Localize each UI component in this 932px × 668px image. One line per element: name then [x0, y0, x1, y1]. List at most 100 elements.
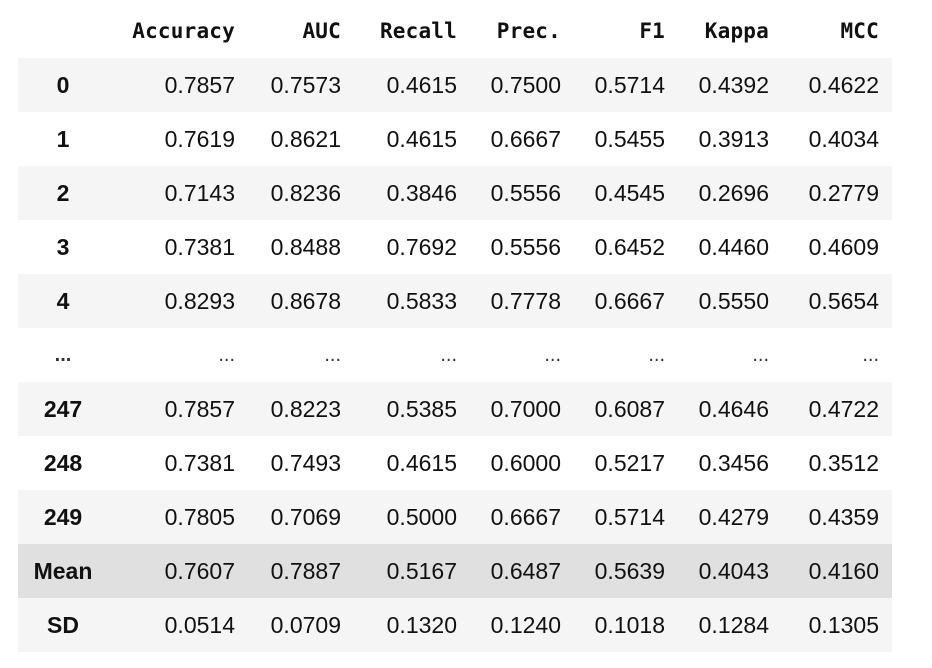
header-row: Accuracy AUC Recall Prec. F1 Kappa MCC	[18, 8, 892, 58]
cell-auc: 0.7573	[270, 71, 341, 98]
cell-auc: 0.8678	[270, 287, 341, 314]
cell-precision: 0.7000	[490, 395, 561, 422]
cell-kappa: ...	[752, 343, 769, 366]
cell-precision: 0.7500	[490, 71, 561, 98]
cell-auc: 0.8236	[270, 179, 341, 206]
cell-f1: 0.4545	[594, 179, 665, 206]
cell-kappa: 0.4646	[698, 395, 769, 422]
cell-mcc: 0.4160	[808, 557, 879, 584]
row-index: 2	[56, 179, 70, 206]
row-index: Mean	[33, 557, 93, 584]
cell-f1: ...	[648, 343, 665, 366]
cell-recall: 0.5833	[386, 287, 457, 314]
cell-accuracy: 0.7381	[164, 449, 235, 476]
cell-mcc: 0.4722	[808, 395, 879, 422]
cell-auc: 0.0709	[270, 611, 341, 638]
cell-kappa: 0.2696	[698, 179, 769, 206]
cell-precision: 0.6487	[490, 557, 561, 584]
column-header-f1: F1	[639, 19, 665, 43]
row-index: 0	[56, 71, 70, 98]
cell-accuracy: 0.0514	[164, 611, 235, 638]
table-row: 3 0.7381 0.8488 0.7692 0.5556 0.6452 0.4460 0.4…	[18, 220, 892, 274]
cell-mcc: 0.4622	[808, 71, 879, 98]
cell-kappa: 0.4460	[698, 233, 769, 260]
cell-recall: 0.1320	[386, 611, 457, 638]
cell-precision: 0.6667	[490, 503, 561, 530]
cell-kappa: 0.3456	[698, 449, 769, 476]
table-header: Accuracy AUC Recall Prec. F1 Kappa MCC	[18, 8, 892, 58]
table-row: 1 0.7619 0.8621 0.4615 0.6667 0.5455 0.3913 0.4…	[18, 112, 892, 166]
cell-auc: 0.8621	[270, 125, 341, 152]
ellipsis-row: ........................	[18, 328, 892, 382]
cell-recall: 0.5000	[386, 503, 457, 530]
results-table: Accuracy AUC Recall Prec. F1 Kappa MCC 0…	[18, 8, 892, 652]
cell-precision: 0.7778	[490, 287, 561, 314]
cell-f1: 0.6452	[594, 233, 665, 260]
cell-kappa: 0.4043	[698, 557, 769, 584]
cell-accuracy: 0.7857	[164, 395, 235, 422]
row-index: ...	[54, 343, 72, 366]
cell-mcc: 0.4359	[808, 503, 879, 530]
table-row: 2 0.7143 0.8236 0.3846 0.5556 0.4545 0.2696 0.2…	[18, 166, 892, 220]
cell-kappa: 0.5550	[698, 287, 769, 314]
cell-accuracy: 0.7381	[164, 233, 235, 260]
cell-f1: 0.5455	[594, 125, 665, 152]
table-body: 0 0.7857 0.7573 0.4615 0.7500 0.5714 0.4392 0.4…	[18, 58, 892, 652]
cell-precision: 0.5556	[490, 179, 561, 206]
table-row: SD 0.0514 0.0709 0.1320 0.1240 0.1018 0.1284 0.…	[18, 598, 892, 652]
row-index: 247	[43, 395, 83, 422]
cell-accuracy: 0.7607	[164, 557, 235, 584]
cell-mcc: 0.4034	[808, 125, 879, 152]
cell-f1: 0.5639	[594, 557, 665, 584]
table-row: 247 0.7857 0.8223 0.5385 0.7000 0.6087 0.4646 0…	[18, 382, 892, 436]
table-row: 248 0.7381 0.7493 0.4615 0.6000 0.5217 0.3456 0…	[18, 436, 892, 490]
column-header-precision: Prec.	[496, 19, 561, 43]
column-header-accuracy: Accuracy	[132, 19, 235, 43]
cell-recall: 0.4615	[386, 71, 457, 98]
cell-precision: 0.6000	[490, 449, 561, 476]
row-index: 3	[56, 233, 70, 260]
cell-mcc: 0.5654	[808, 287, 879, 314]
column-header-recall: Recall	[379, 19, 457, 43]
cell-recall: 0.5385	[386, 395, 457, 422]
cell-auc: ...	[324, 343, 341, 366]
table-row: 4 0.8293 0.8678 0.5833 0.7778 0.6667 0.5550 0.5…	[18, 274, 892, 328]
cell-auc: 0.8223	[270, 395, 341, 422]
cell-precision: 0.1240	[490, 611, 561, 638]
cell-accuracy: ...	[218, 343, 235, 366]
cell-f1: 0.5714	[594, 503, 665, 530]
cell-f1: 0.6087	[594, 395, 665, 422]
cell-accuracy: 0.7143	[164, 179, 235, 206]
cell-recall: 0.3846	[386, 179, 457, 206]
cell-mcc: 0.3512	[808, 449, 879, 476]
cell-precision: 0.5556	[490, 233, 561, 260]
cell-accuracy: 0.8293	[164, 287, 235, 314]
cell-recall: 0.7692	[386, 233, 457, 260]
cell-kappa: 0.4279	[698, 503, 769, 530]
cell-kappa: 0.4392	[698, 71, 769, 98]
cell-auc: 0.8488	[270, 233, 341, 260]
row-index: 1	[56, 125, 70, 152]
cell-recall: 0.4615	[386, 449, 457, 476]
cell-kappa: 0.1284	[698, 611, 769, 638]
cell-accuracy: 0.7619	[164, 125, 235, 152]
cell-auc: 0.7887	[270, 557, 341, 584]
row-index: 248	[43, 449, 83, 476]
cell-kappa: 0.3913	[698, 125, 769, 152]
cell-mcc: ...	[862, 343, 879, 366]
column-header-index	[18, 8, 108, 58]
cell-accuracy: 0.7805	[164, 503, 235, 530]
cell-f1: 0.1018	[594, 611, 665, 638]
column-header-kappa: Kappa	[704, 19, 769, 43]
cell-recall: ...	[440, 343, 457, 366]
column-header-auc: AUC	[302, 19, 341, 43]
mean-row: Mean 0.7607 0.7887 0.5167 0.6487 0.5639 0.4043…	[18, 544, 892, 598]
cell-f1: 0.5714	[594, 71, 665, 98]
cell-recall: 0.4615	[386, 125, 457, 152]
column-header-mcc: MCC	[840, 19, 879, 43]
cell-accuracy: 0.7857	[164, 71, 235, 98]
cell-auc: 0.7493	[270, 449, 341, 476]
cell-mcc: 0.1305	[808, 611, 879, 638]
table-row: 249 0.7805 0.7069 0.5000 0.6667 0.5714 0.4279 0…	[18, 490, 892, 544]
cell-mcc: 0.4609	[808, 233, 879, 260]
